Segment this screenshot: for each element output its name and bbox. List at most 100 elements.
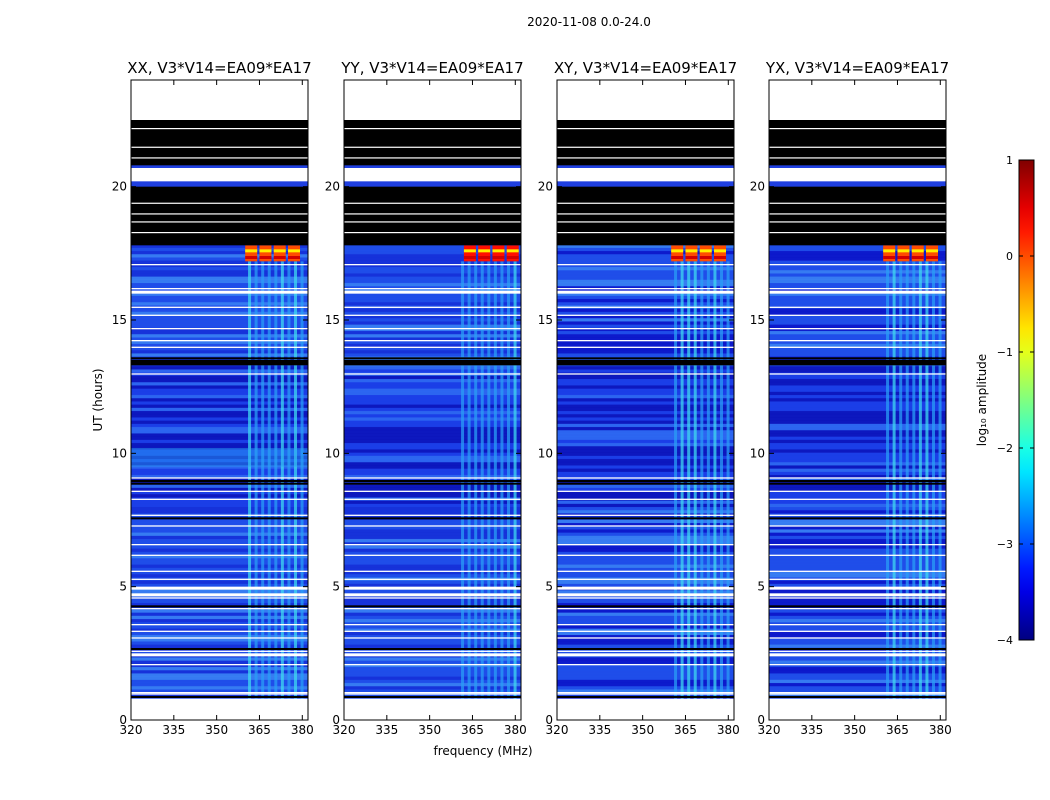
x-tick-label: 350: [631, 723, 654, 737]
flagged-region: [344, 186, 521, 246]
x-tick-label: 350: [843, 723, 866, 737]
flagged-region: [769, 360, 946, 366]
no-data-band: [131, 80, 308, 120]
flagged-region: [557, 186, 734, 246]
y-tick-label: 0: [119, 713, 127, 727]
x-tick-label: 380: [291, 723, 314, 737]
rfi-channel-burst: [911, 245, 924, 262]
y-tick-label: 10: [750, 446, 765, 460]
rfi-channel-burst: [245, 245, 258, 262]
y-tick-label: 15: [325, 313, 340, 327]
rfi-channel-burst: [478, 245, 491, 262]
rfi-channel-burst: [926, 245, 939, 262]
panels: 320 335 350 365 380 0 5 10 15 20 XX, V3*V14=EA09*E…: [112, 59, 952, 737]
y-tick-label: 5: [119, 580, 127, 594]
y-tick-label: 0: [332, 713, 340, 727]
colorbar-tick-label: −4: [997, 634, 1013, 647]
figure-title: 2020-11-08 0.0-24.0: [527, 15, 651, 29]
y-tick-label: 20: [750, 180, 765, 194]
panel-yy: 320 335 350 365 380 0 5 10 15 20 YY, V3*V14=EA09*E…: [325, 59, 527, 737]
no-data-band: [344, 80, 521, 120]
x-axis-label: frequency (MHz): [433, 744, 532, 758]
flagged-region: [131, 186, 308, 246]
no-data-band: [344, 698, 521, 720]
x-tick-label: 380: [717, 723, 740, 737]
y-tick-label: 10: [112, 446, 127, 460]
flagged-region: [769, 186, 946, 246]
y-tick-label: 20: [112, 180, 127, 194]
rfi-channel-burst: [273, 245, 286, 262]
x-tick-label: 365: [461, 723, 484, 737]
colorbar: −4 −3 −2 −1 0 1: [997, 154, 1035, 647]
rfi-channel-burst: [699, 245, 712, 262]
flagged-region: [344, 360, 521, 366]
panel-title: YX, V3*V14=EA09*EA17: [765, 59, 949, 77]
x-tick-label: 380: [504, 723, 527, 737]
plot-frame: [130, 79, 309, 721]
colorbar-gradient: [1018, 159, 1035, 641]
x-tick-label: 320: [546, 723, 569, 737]
panel-xy: 320 335 350 365 380 0 5 10 15 20 XY, V3*V14=EA09*E…: [538, 59, 740, 737]
flagged-region: [131, 360, 308, 366]
plot-frame: [556, 79, 735, 721]
no-data-band: [557, 698, 734, 720]
rfi-channel-burst: [506, 245, 519, 262]
colorbar-tick-label: −3: [997, 538, 1013, 551]
panel-xx: 320 335 350 365 380 0 5 10 15 20 XX, V3*V14=EA09*E…: [112, 59, 314, 737]
x-tick-label: 350: [418, 723, 441, 737]
rfi-channel-burst: [671, 245, 684, 262]
no-data-band: [769, 168, 946, 182]
colorbar-tick-label: 1: [1006, 154, 1013, 167]
x-tick-label: 365: [674, 723, 697, 737]
rfi-channel-burst: [463, 245, 476, 262]
y-tick-label: 15: [538, 313, 553, 327]
x-tick-label: 335: [162, 723, 185, 737]
no-data-band: [557, 80, 734, 120]
no-data-band: [557, 168, 734, 182]
no-data-band: [769, 80, 946, 120]
x-tick-label: 365: [886, 723, 909, 737]
rfi-channel-burst: [714, 245, 727, 262]
y-tick-label: 5: [545, 580, 553, 594]
y-axis-label: UT (hours): [91, 368, 105, 431]
x-tick-label: 335: [375, 723, 398, 737]
x-tick-label: 335: [588, 723, 611, 737]
x-tick-label: 335: [800, 723, 823, 737]
rfi-channel-burst: [492, 245, 505, 262]
rfi-channel-burst: [259, 245, 272, 262]
no-data-band: [344, 168, 521, 182]
y-tick-label: 0: [757, 713, 765, 727]
rfi-channel-burst: [883, 245, 896, 262]
y-tick-label: 15: [112, 313, 127, 327]
no-data-band: [769, 698, 946, 720]
plot-frame: [343, 79, 522, 721]
no-data-band: [131, 168, 308, 182]
panel-title: YY, V3*V14=EA09*EA17: [340, 59, 523, 77]
y-tick-label: 10: [538, 446, 553, 460]
panel-yx: 320 335 350 365 380 0 5 10 15 20 YX, V3*V14=EA09*E…: [750, 59, 952, 737]
panel-title: XY, V3*V14=EA09*EA17: [554, 59, 737, 77]
panel-title: XX, V3*V14=EA09*EA17: [127, 59, 311, 77]
y-tick-label: 20: [325, 180, 340, 194]
y-tick-label: 0: [545, 713, 553, 727]
colorbar-label: log₁₀ amplitude: [975, 354, 989, 446]
y-tick-label: 5: [757, 580, 765, 594]
rfi-channel-burst: [685, 245, 698, 262]
x-tick-label: 320: [758, 723, 781, 737]
y-tick-label: 15: [750, 313, 765, 327]
y-tick-label: 10: [325, 446, 340, 460]
no-data-band: [131, 698, 308, 720]
colorbar-tick-label: −2: [997, 442, 1013, 455]
x-tick-label: 380: [929, 723, 952, 737]
x-tick-label: 320: [333, 723, 356, 737]
x-tick-label: 350: [205, 723, 228, 737]
rfi-channel-burst: [897, 245, 910, 262]
x-tick-label: 365: [248, 723, 271, 737]
plot-frame: [768, 79, 947, 721]
y-tick-label: 5: [332, 580, 340, 594]
y-tick-label: 20: [538, 180, 553, 194]
colorbar-tick-label: 0: [1006, 250, 1013, 263]
colorbar-tick-label: −1: [997, 346, 1013, 359]
flagged-region: [557, 360, 734, 366]
